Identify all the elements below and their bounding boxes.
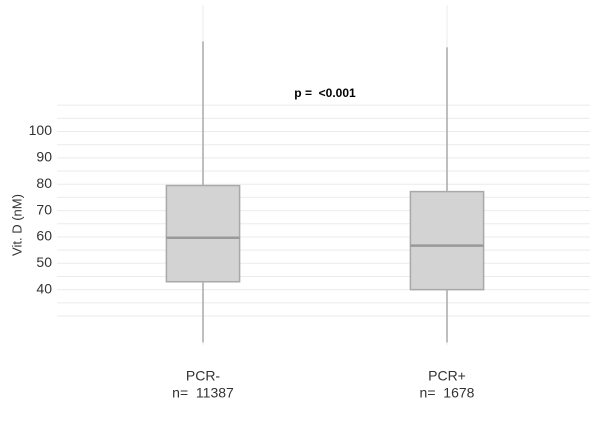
y-tick-label: 100 <box>29 122 53 138</box>
y-tick-label: 70 <box>36 201 52 217</box>
x-tick-label: PCR+ <box>428 368 466 384</box>
y-tick-label: 50 <box>36 254 52 270</box>
x-tick-label: PCR- <box>186 368 221 384</box>
n-label: n= 1678 <box>420 385 475 401</box>
annotation: p = <0.001 <box>294 86 356 100</box>
box <box>165 184 241 283</box>
y-tick-label: 60 <box>36 228 52 244</box>
y-tick-label: 90 <box>36 149 52 165</box>
y-tick-label: 40 <box>36 280 52 296</box>
n-label: n= 11387 <box>172 385 234 401</box>
box <box>409 190 485 291</box>
y-axis-label: Vit. D (nM) <box>9 194 24 256</box>
y-tick-label: 80 <box>36 175 52 191</box>
